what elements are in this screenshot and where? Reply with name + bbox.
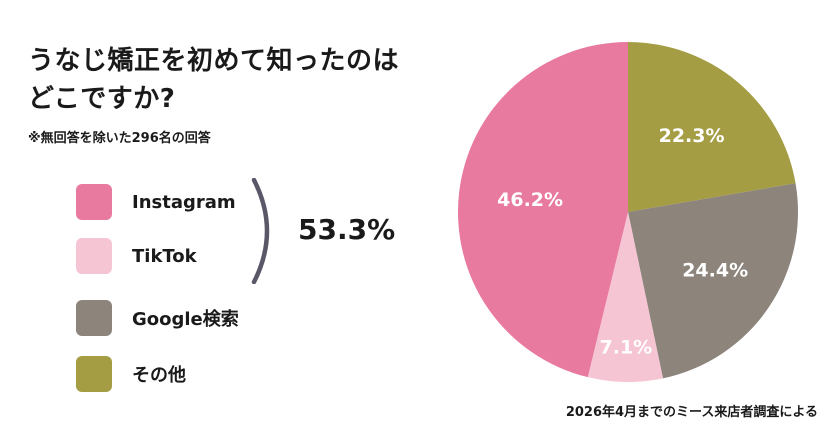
respondent-note: ※無回答を除いた296名の回答 bbox=[28, 131, 211, 146]
legend-label-google: Google検索 bbox=[132, 309, 239, 330]
legend-item-instagram: Instagram bbox=[76, 184, 236, 220]
combined-share-label: 53.3% bbox=[298, 213, 396, 246]
legend-label-instagram: Instagram bbox=[132, 191, 236, 213]
title-line-1: うなじ矯正を初めて知ったのは bbox=[28, 46, 400, 76]
pie-label-tiktok: 7.1% bbox=[600, 336, 653, 358]
legend-swatch-instagram bbox=[76, 184, 112, 220]
chart-title: うなじ矯正を初めて知ったのは どこですか? bbox=[28, 42, 448, 118]
legend-item-google: Google検索 bbox=[76, 300, 239, 336]
pie-slice-other bbox=[628, 42, 796, 212]
legend-label-other: その他 bbox=[132, 365, 186, 386]
legend-item-tiktok: TikTok bbox=[76, 238, 197, 274]
legend-item-other: その他 bbox=[76, 356, 186, 392]
legend-bracket bbox=[251, 178, 270, 284]
pie-slice-instagram bbox=[457, 42, 628, 378]
pie-slice-google bbox=[628, 183, 798, 379]
source-note: 2026年4月までのミース来店者調査による bbox=[565, 405, 818, 420]
pie-label-instagram: 46.2% bbox=[497, 189, 563, 211]
title-line-2: どこですか? bbox=[28, 84, 176, 114]
legend-swatch-other bbox=[76, 356, 112, 392]
pie-label-google: 24.4% bbox=[682, 260, 748, 282]
legend-label-tiktok: TikTok bbox=[132, 245, 197, 267]
pie-label-other: 22.3% bbox=[659, 125, 725, 147]
pie-slice-tiktok bbox=[587, 212, 663, 382]
legend-swatch-google bbox=[76, 300, 112, 336]
legend-swatch-tiktok bbox=[76, 238, 112, 274]
